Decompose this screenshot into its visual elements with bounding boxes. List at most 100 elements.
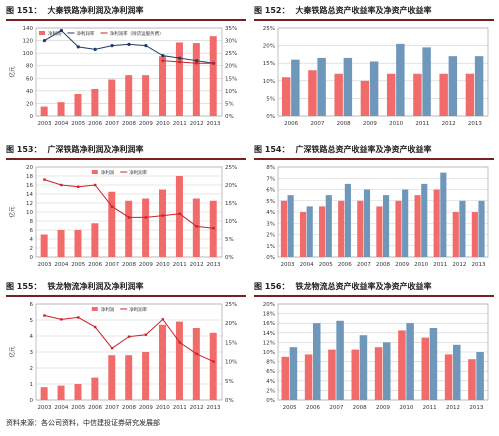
figure-number: 图 156： (254, 282, 290, 291)
legend-swatch (39, 31, 45, 35)
bar (357, 200, 364, 257)
x-tick-label: 2007 (105, 405, 119, 411)
line-point (161, 318, 165, 321)
x-tick-label: 2011 (423, 405, 437, 411)
bar (40, 106, 48, 116)
x-tick-label: 2005 (71, 262, 85, 268)
y-tick-label: 16% (263, 321, 275, 327)
x-tick-label: 2006 (284, 121, 298, 127)
chart-151: 0 20 40 60 80 100 120 140 0% 5% 10% 15% 20% 25% 30% 35%… (8, 26, 237, 127)
y-tick-label: 20% (263, 302, 275, 308)
x-tick-label: 2013 (207, 262, 221, 268)
title-rule (6, 158, 246, 160)
y2-tick-label: 10% (225, 360, 237, 366)
y-tick-label: 12% (263, 340, 275, 346)
figure-title: 图 154： 广深铁路总资产收益率及净资产收益率 (254, 143, 494, 157)
figure-caption: 大秦铁路净利润及净利润率 (47, 6, 144, 15)
x-tick-label: 2012 (190, 121, 204, 127)
bar (402, 189, 409, 257)
series-line (162, 60, 214, 64)
y2-tick-label: 10% (225, 89, 237, 95)
legend-entry: 净利润 (91, 169, 115, 176)
y-tick-label: 6 (30, 228, 34, 234)
bar (452, 212, 459, 257)
bar (291, 59, 300, 116)
bar (440, 172, 447, 257)
x-tick-label: 2003 (37, 405, 51, 411)
x-tick-label: 2006 (88, 262, 102, 268)
bar (175, 176, 183, 257)
bar (395, 200, 402, 257)
line-point (93, 183, 97, 187)
bar (336, 320, 344, 400)
x-tick-label: 2010 (156, 121, 170, 127)
y2-tick-label: 25% (225, 165, 237, 171)
bar (374, 347, 383, 400)
bar (57, 230, 65, 257)
bar (306, 206, 313, 257)
y-tick-label: 2 (30, 366, 34, 372)
x-tick-label: 2010 (156, 262, 170, 268)
y2-tick-label: 5% (225, 237, 234, 243)
line-point (76, 45, 80, 49)
y2-tick-label: 30% (225, 39, 237, 45)
y-tick-label: 1 (30, 382, 34, 388)
bar (383, 342, 391, 400)
bar (334, 73, 343, 116)
y-tick-label: 4% (266, 210, 275, 216)
x-tick-label: 2011 (173, 262, 187, 268)
bar (413, 73, 422, 116)
figure-caption: 广深铁路净利润及净利润率 (47, 145, 144, 154)
y2-tick-label: 10% (225, 219, 237, 225)
y2-tick-label: 5% (225, 379, 234, 385)
x-tick-label: 2007 (329, 405, 343, 411)
x-tick-label: 2007 (105, 262, 119, 268)
line-point (178, 212, 181, 215)
figure-number: 图 152： (254, 6, 290, 15)
x-tick-label: 2013 (469, 405, 483, 411)
bar (192, 198, 200, 257)
y-unit-label: 亿元 (8, 66, 16, 78)
legend-label: 净利润率 (76, 30, 94, 37)
bar (429, 328, 438, 400)
bar (40, 387, 48, 400)
bar (209, 36, 217, 116)
bar (414, 195, 421, 257)
bar (448, 56, 458, 116)
y-tick-label: 5% (266, 199, 275, 205)
x-tick-label: 2005 (319, 262, 333, 268)
bar (142, 75, 150, 116)
y-tick-label: 5% (266, 96, 275, 102)
x-tick-label: 2005 (283, 405, 297, 411)
x-tick-label: 2012 (190, 262, 204, 268)
bar (433, 189, 440, 257)
figure-caption: 铁龙物流总资产收益率及净资产收益率 (295, 282, 432, 291)
legend-label: 净利润率（除货运服务费） (110, 30, 164, 37)
legend-label: 净利润率 (129, 169, 147, 176)
bar (159, 56, 167, 116)
bar (192, 43, 200, 116)
y-tick-label: 3% (266, 221, 275, 227)
y-tick-label: 8 (30, 219, 34, 225)
legend-entry: 净利润率 (67, 30, 95, 37)
y-tick-label: 7% (266, 176, 275, 182)
y-tick-label: 10 (26, 210, 33, 216)
bar (328, 349, 336, 400)
line-point (161, 54, 165, 58)
line-point (195, 352, 198, 356)
bar (289, 347, 298, 400)
title-rule (6, 295, 246, 297)
y-tick-label: 80 (26, 64, 33, 70)
y2-tick-label: 15% (225, 76, 237, 82)
x-tick-label: 2003 (37, 262, 51, 268)
y-tick-label: 0% (266, 114, 275, 120)
title-rule (254, 158, 494, 160)
figure-caption: 铁龙物流净利润及净利润率 (47, 282, 144, 291)
x-tick-label: 2004 (54, 405, 68, 411)
y-tick-label: 120 (23, 39, 34, 45)
source-note: 资料来源：各公司资料，中信建投证券研究发展部 (6, 419, 160, 427)
x-tick-label: 2013 (468, 121, 482, 127)
bar (386, 73, 396, 116)
bar (125, 75, 133, 116)
bar (57, 385, 65, 400)
